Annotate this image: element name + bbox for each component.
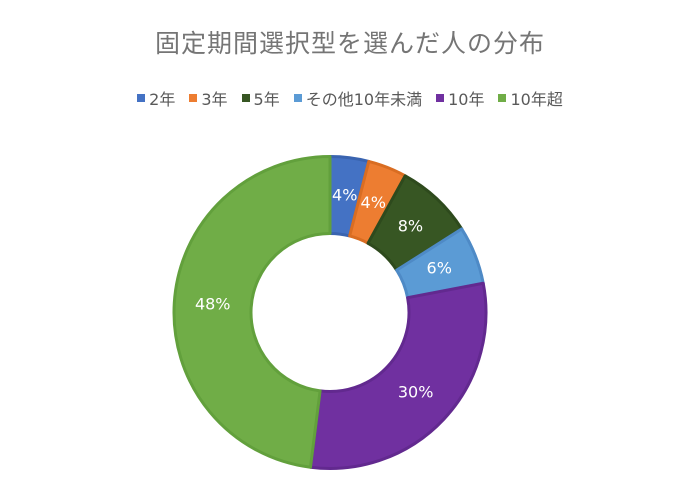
legend-item-other-under-10y[interactable]: その他10年未満 (293, 86, 423, 110)
legend-swatch-icon (293, 94, 302, 102)
legend-label: 5年 (253, 90, 280, 109)
legend-swatch-icon (436, 94, 445, 102)
legend-item-over-10y[interactable]: 10年超 (498, 86, 563, 110)
legend-swatch-icon (498, 94, 507, 102)
legend-item-2y[interactable]: 2年 (137, 86, 175, 110)
legend-swatch-icon (137, 94, 146, 102)
legend-label: 10年超 (510, 90, 563, 109)
legend-label: 2年 (149, 90, 176, 109)
data-label: 6% (427, 259, 452, 278)
donut-slices (172, 155, 488, 470)
data-label: 30% (398, 382, 434, 401)
data-label: 8% (398, 216, 423, 235)
legend-swatch-icon (241, 94, 250, 102)
legend-label: その他10年未満 (305, 90, 423, 109)
data-label: 4% (332, 185, 357, 204)
chart-title: 固定期間選択型を選んだ人の分布 (154, 29, 545, 58)
legend-item-5y[interactable]: 5年 (241, 86, 280, 110)
legend-swatch-icon (189, 94, 198, 102)
data-label: 4% (361, 193, 386, 212)
legend-label: 10年 (448, 90, 485, 109)
slice-10y[interactable] (308, 281, 488, 470)
legend-item-3y[interactable]: 3年 (189, 86, 228, 110)
donut-data-labels: 4% 4% 8% 6% 30% 48% (195, 185, 452, 401)
data-label: 48% (195, 295, 231, 314)
chart-legend: 2年 3年 5年 その他10年未満 10年 10年超 (0, 86, 700, 110)
slice-over-10y[interactable] (172, 155, 332, 469)
legend-item-10y[interactable]: 10年 (436, 86, 484, 110)
legend-label: 3年 (201, 90, 228, 109)
